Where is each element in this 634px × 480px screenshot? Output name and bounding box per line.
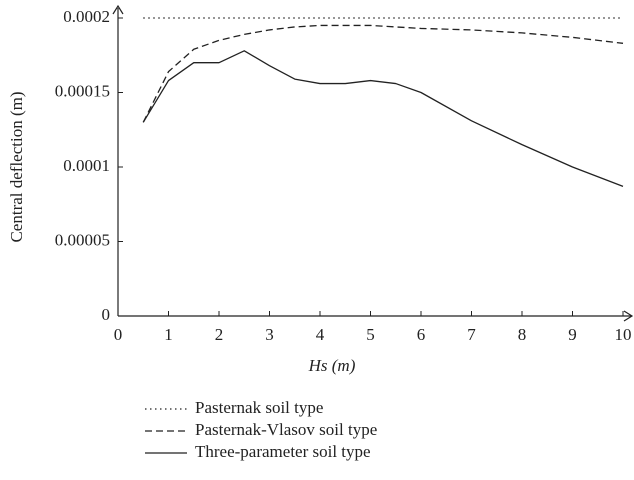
x-tick-label: 0 bbox=[114, 325, 123, 344]
legend-label: Pasternak-Vlasov soil type bbox=[195, 420, 377, 439]
x-tick-label: 3 bbox=[265, 325, 274, 344]
y-tick-label: 0 bbox=[102, 305, 111, 324]
series-line bbox=[142, 50, 624, 187]
series-line bbox=[142, 24, 624, 123]
y-tick-label: 0.0002 bbox=[63, 7, 110, 26]
x-tick-label: 4 bbox=[316, 325, 325, 344]
y-axis-arrow bbox=[112, 4, 124, 15]
y-tick-label: 0.0001 bbox=[63, 156, 110, 175]
y-tick-label: 0.00005 bbox=[55, 230, 110, 249]
y-tick-label: 0.00015 bbox=[55, 81, 110, 100]
x-tick-label: 1 bbox=[164, 325, 173, 344]
x-tick-label: 6 bbox=[417, 325, 426, 344]
x-tick-label: 8 bbox=[518, 325, 527, 344]
legend-label: Three-parameter soil type bbox=[195, 442, 371, 461]
x-tick-label: 7 bbox=[467, 325, 476, 344]
x-tick-label: 5 bbox=[366, 325, 375, 344]
x-tick-label: 10 bbox=[615, 325, 632, 344]
x-axis-label: Hs (m) bbox=[308, 356, 356, 375]
x-axis-arrow bbox=[623, 310, 634, 322]
x-tick-label: 9 bbox=[568, 325, 577, 344]
y-axis-label: Central deflection (m) bbox=[7, 91, 26, 242]
x-tick-label: 2 bbox=[215, 325, 224, 344]
legend-label: Pasternak soil type bbox=[195, 398, 323, 417]
